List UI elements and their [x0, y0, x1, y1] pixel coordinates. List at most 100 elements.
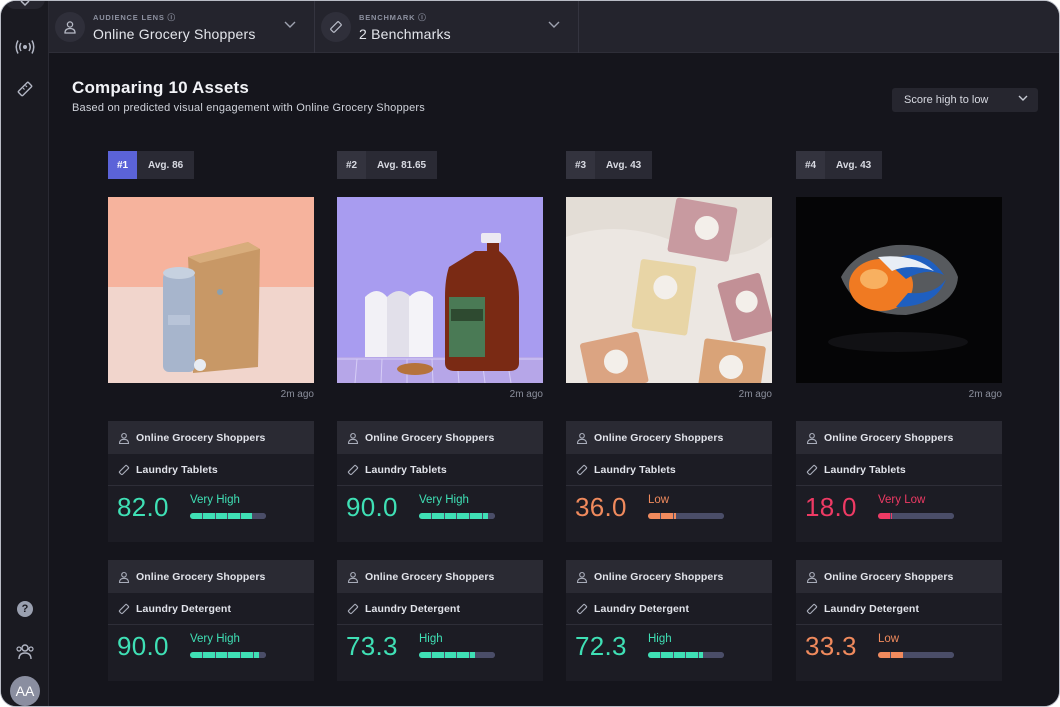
chevron-down-icon — [1018, 95, 1028, 101]
benchmark-name: Laundry Detergent — [136, 602, 232, 615]
benchmark-selector[interactable]: BENCHMARK ⓘ 2 Benchmarks — [315, 1, 579, 53]
bar-segment — [431, 513, 444, 519]
chevron-down-icon — [20, 1, 30, 7]
score-row: 18.0 Very Low — [796, 486, 1002, 541]
bar-segment — [215, 513, 228, 519]
level-label: Very Low — [878, 494, 926, 506]
user-icon — [576, 571, 588, 583]
ruler-icon — [347, 464, 359, 475]
user-icon — [576, 432, 588, 444]
rank-badge: #3 — [566, 151, 595, 179]
audience-name: Online Grocery Shoppers — [365, 570, 495, 583]
audience-lens-label: AUDIENCE LENS ⓘ — [93, 13, 176, 22]
bar-segment — [228, 652, 241, 658]
level-label: Very High — [190, 494, 240, 506]
asset-thumbnail[interactable] — [796, 197, 1002, 383]
ruler-icon — [347, 603, 359, 614]
audience-name: Online Grocery Shoppers — [824, 570, 954, 583]
score-card[interactable]: Online Grocery Shoppers Laundry Tablets 90… — [337, 421, 543, 542]
score-bar — [648, 652, 724, 658]
ruler-icon[interactable] — [13, 77, 37, 101]
user-icon — [806, 571, 818, 583]
score-row: 90.0 Very High — [108, 625, 314, 680]
asset-column: #3 Avg. 43 2m ago Online Grocery Shoppers La… — [566, 151, 772, 681]
bar-segment — [241, 652, 254, 658]
score-bar — [190, 652, 266, 658]
score-card[interactable]: Online Grocery Shoppers Laundry Detergent… — [108, 560, 314, 681]
user-icon — [118, 571, 130, 583]
score-row: 72.3 High — [566, 625, 772, 680]
asset-column: #2 Avg. 81.65 2m ago Online Grocery Shopper… — [337, 151, 543, 681]
level-label: Very High — [190, 633, 240, 645]
level-label: High — [648, 633, 672, 645]
asset-badges: #4 Avg. 43 — [796, 151, 1002, 179]
bar-segment — [470, 652, 483, 658]
benchmark-name: Laundry Detergent — [365, 602, 461, 615]
score-card[interactable]: Online Grocery Shoppers Laundry Detergent… — [566, 560, 772, 681]
main-content: Comparing 10 Assets Based on predicted v… — [49, 53, 1059, 706]
bar-segment — [444, 652, 457, 658]
ruler-icon — [118, 603, 130, 614]
score-value: 33.3 — [805, 631, 857, 661]
score-card[interactable]: Online Grocery Shoppers Laundry Tablets 82… — [108, 421, 314, 542]
score-bar — [878, 513, 954, 519]
bar-segment — [470, 513, 483, 519]
benchmark-row: Laundry Tablets — [337, 454, 543, 486]
benchmark-row: Laundry Tablets — [566, 454, 772, 486]
benchmark-name: Laundry Tablets — [594, 463, 676, 476]
bar-segment — [712, 652, 724, 658]
timestamp: 2m ago — [738, 389, 772, 400]
average-badge: Avg. 43 — [595, 151, 653, 179]
score-card[interactable]: Online Grocery Shoppers Laundry Detergent… — [796, 560, 1002, 681]
average-badge: Avg. 86 — [137, 151, 195, 179]
bar-segment — [660, 652, 673, 658]
bar-segment — [673, 513, 686, 519]
audience-lens-selector[interactable]: AUDIENCE LENS ⓘ Online Grocery Shoppers — [49, 1, 315, 53]
broadcast-icon[interactable] — [13, 35, 37, 59]
bar-segment — [686, 513, 699, 519]
bar-segment — [890, 513, 903, 519]
score-value: 90.0 — [346, 492, 398, 522]
chevron-down-icon — [284, 21, 296, 28]
timestamp: 2m ago — [968, 389, 1002, 400]
bar-segment — [202, 652, 215, 658]
help-icon[interactable]: ? — [13, 597, 37, 621]
bar-segment — [483, 513, 495, 519]
chevron-down-icon — [548, 21, 560, 28]
audience-row: Online Grocery Shoppers — [566, 560, 772, 593]
bar-segment — [190, 652, 202, 658]
score-card[interactable]: Online Grocery Shoppers Laundry Detergent… — [337, 560, 543, 681]
bar-segment — [673, 652, 686, 658]
bar-segment — [878, 652, 890, 658]
ruler-icon — [321, 12, 351, 42]
score-bar — [419, 652, 495, 658]
asset-thumbnail[interactable] — [337, 197, 543, 383]
asset-thumbnail[interactable] — [108, 197, 314, 383]
timestamp: 2m ago — [509, 389, 543, 400]
team-icon[interactable] — [13, 639, 37, 663]
score-card[interactable]: Online Grocery Shoppers Laundry Tablets 18… — [796, 421, 1002, 542]
audience-row: Online Grocery Shoppers — [566, 421, 772, 454]
audience-name: Online Grocery Shoppers — [136, 431, 266, 444]
bar-segment — [903, 513, 916, 519]
benchmark-row: Laundry Detergent — [108, 593, 314, 625]
score-row: 33.3 Low — [796, 625, 1002, 680]
bar-segment — [419, 652, 431, 658]
collapse-tab[interactable] — [5, 1, 45, 9]
asset-badges: #2 Avg. 81.65 — [337, 151, 543, 179]
ruler-icon — [806, 464, 818, 475]
asset-column: #1 Avg. 86 2m ago Online Grocery Shoppers La… — [108, 151, 314, 681]
sidebar: ? AA — [1, 1, 49, 706]
audience-row: Online Grocery Shoppers — [108, 560, 314, 593]
level-label: Low — [878, 633, 900, 645]
sort-dropdown[interactable]: Score high to low — [892, 88, 1038, 112]
bar-segment — [483, 652, 495, 658]
info-icon: ⓘ — [418, 13, 427, 22]
asset-thumbnail[interactable] — [566, 197, 772, 383]
level-label: Low — [648, 494, 670, 506]
bar-segment — [254, 513, 266, 519]
score-card[interactable]: Online Grocery Shoppers Laundry Tablets 36… — [566, 421, 772, 542]
benchmark-label: BENCHMARK ⓘ — [359, 13, 427, 22]
timestamp: 2m ago — [280, 389, 314, 400]
avatar[interactable]: AA — [10, 676, 40, 706]
